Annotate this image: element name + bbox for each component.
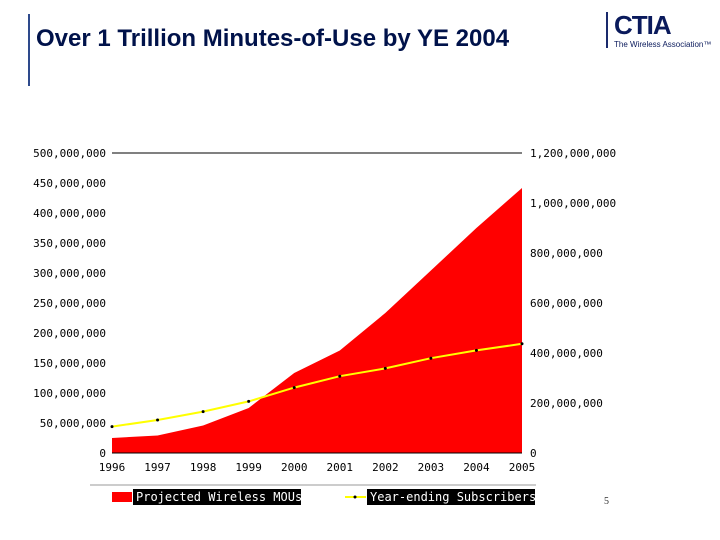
subscriber-point bbox=[429, 356, 433, 360]
x-tick-label: 2002 bbox=[372, 461, 399, 474]
page-number: 5 bbox=[604, 496, 609, 507]
y-left-tick-label: 300,000,000 bbox=[33, 267, 106, 280]
legend-marker-subscribers bbox=[353, 495, 357, 499]
series-area-mous bbox=[112, 188, 522, 453]
legend-swatch-mous bbox=[112, 492, 132, 502]
logo-tagline: The Wireless Association™ bbox=[614, 40, 712, 49]
y-left-tick-label: 400,000,000 bbox=[33, 207, 106, 220]
x-tick-label: 2005 bbox=[509, 461, 536, 474]
y-right-tick-label: 1,200,000,000 bbox=[530, 147, 616, 160]
x-tick-label: 1997 bbox=[144, 461, 171, 474]
legend-label-mous: Projected Wireless MOUs bbox=[136, 490, 302, 504]
y-right-tick-label: 200,000,000 bbox=[530, 397, 603, 410]
y-left-tick-label: 150,000,000 bbox=[33, 357, 106, 370]
x-tick-label: 1999 bbox=[235, 461, 262, 474]
y-left-tick-label: 350,000,000 bbox=[33, 237, 106, 250]
subscriber-point bbox=[156, 418, 160, 422]
subscriber-point bbox=[110, 425, 114, 429]
legend-label-bg-subscribers bbox=[367, 489, 535, 505]
subscriber-point bbox=[292, 386, 296, 390]
y-left-tick-label: 100,000,000 bbox=[33, 387, 106, 400]
y-left-tick-label: 200,000,000 bbox=[33, 327, 106, 340]
y-right-tick-label: 800,000,000 bbox=[530, 247, 603, 260]
x-tick-label: 2004 bbox=[463, 461, 490, 474]
x-tick-label: 2001 bbox=[327, 461, 354, 474]
slide-title: Over 1 Trillion Minutes-of-Use by YE 200… bbox=[36, 25, 510, 52]
y-right-tick-label: 600,000,000 bbox=[530, 297, 603, 310]
y-left-tick-label: 50,000,000 bbox=[40, 417, 106, 430]
y-left-tick-label: 0 bbox=[99, 447, 106, 460]
subscriber-point bbox=[247, 399, 251, 403]
subscriber-point bbox=[474, 348, 478, 352]
y-left-tick-label: 450,000,000 bbox=[33, 177, 106, 190]
x-tick-label: 2000 bbox=[281, 461, 308, 474]
y-left-tick-label: 500,000,000 bbox=[33, 147, 106, 160]
logo-accent-bar bbox=[606, 12, 608, 48]
logo-wordmark: CTIA bbox=[614, 10, 672, 40]
legend-label-bg-mous bbox=[133, 489, 301, 505]
x-tick-label: 1996 bbox=[99, 461, 126, 474]
y-left-tick-label: 250,000,000 bbox=[33, 297, 106, 310]
y-right-tick-label: 400,000,000 bbox=[530, 347, 603, 360]
y-right-tick-label: 0 bbox=[530, 447, 537, 460]
series-line-subscribers bbox=[111, 342, 523, 428]
subscriber-point bbox=[520, 342, 524, 346]
legend-label-subscribers: Year-ending Subscribers bbox=[370, 490, 536, 504]
x-tick-label: 1998 bbox=[190, 461, 217, 474]
subscriber-point bbox=[201, 410, 205, 414]
y-right-tick-label: 1,000,000,000 bbox=[530, 197, 616, 210]
ctia-logo: CTIA The Wireless Association™ bbox=[604, 10, 714, 54]
title-accent-bar bbox=[28, 14, 30, 86]
x-tick-label: 2003 bbox=[418, 461, 445, 474]
subscriber-point bbox=[338, 374, 342, 378]
subscriber-point bbox=[383, 366, 387, 370]
